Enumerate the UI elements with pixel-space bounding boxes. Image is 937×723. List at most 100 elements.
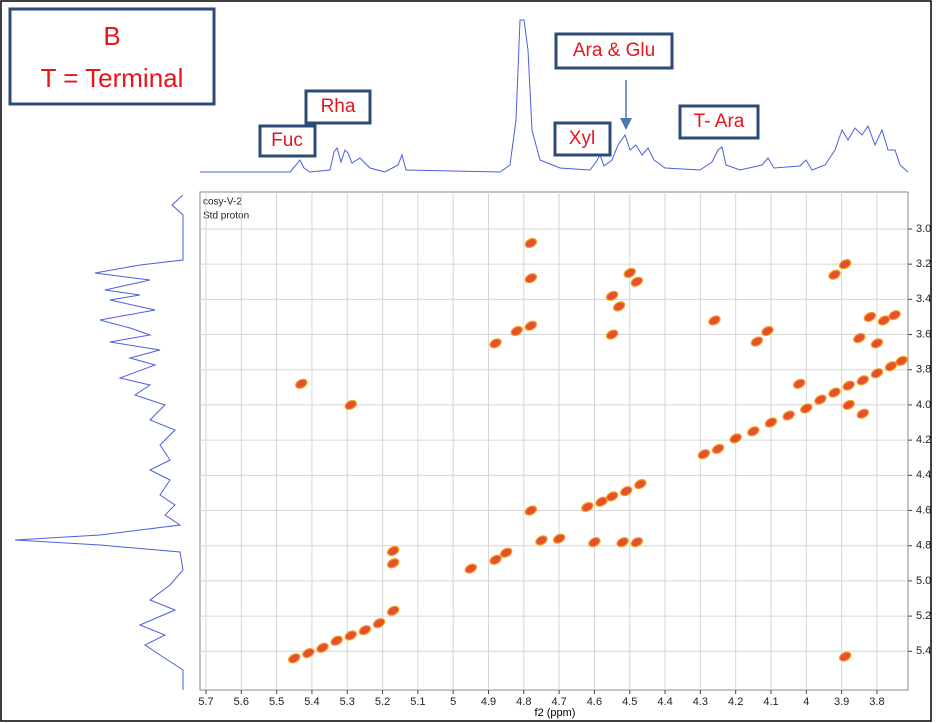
x-tick-label: 4.5 <box>622 696 637 708</box>
annotation-box <box>304 89 372 125</box>
annotation: Ara & Glu <box>573 40 655 61</box>
cross-peak <box>711 443 725 455</box>
cross-peak <box>612 301 626 312</box>
y-tick-label: 5.4 <box>916 645 931 657</box>
cross-peak <box>316 642 329 653</box>
cross-peak <box>616 537 629 548</box>
y-tick-label: 3.8 <box>916 364 931 376</box>
x-tick-label: 5.7 <box>198 696 213 708</box>
cross-peak <box>524 320 538 331</box>
annotation: Xyl <box>569 128 595 149</box>
cross-peak <box>623 267 636 279</box>
cross-peak <box>605 290 619 301</box>
x-tick-label: 5.5 <box>269 696 284 708</box>
x-tick-label: 3.9 <box>834 696 849 708</box>
x-tick-label: 3.8 <box>869 696 884 708</box>
cross-peak <box>764 417 778 428</box>
x-tick-label: 5.4 <box>304 696 319 708</box>
x-tick-label: 4.4 <box>657 696 672 708</box>
x-tick-label: 4.8 <box>516 696 531 708</box>
cross-peak <box>489 338 502 349</box>
cross-peak <box>747 426 760 437</box>
y-tick-label: 4.6 <box>916 504 931 516</box>
y-tick-label: 3.4 <box>916 293 931 305</box>
cross-peak <box>793 378 806 389</box>
annotation: Fuc <box>271 130 303 151</box>
y-tick-label: 4.8 <box>916 540 931 552</box>
cross-peak <box>895 355 908 367</box>
y-tick-label: 4.0 <box>916 399 931 411</box>
x-tick-label: 5 <box>450 696 456 708</box>
y-tick-label: 4.2 <box>916 434 931 446</box>
cross-peak <box>828 387 841 398</box>
cross-peak <box>619 486 633 497</box>
cross-peak <box>524 237 538 249</box>
cross-peak <box>344 399 358 411</box>
cross-peak <box>870 338 884 349</box>
y-tick-label: 3.0 <box>916 223 931 235</box>
y-tick-label: 3.2 <box>916 258 931 270</box>
x-axis-label: f2 (ppm) <box>535 707 576 719</box>
cross-peak <box>535 535 548 546</box>
cross-peak <box>386 545 400 557</box>
panel-subtitle: T = Terminal <box>41 63 184 93</box>
cross-peak <box>330 635 343 646</box>
cross-peak <box>729 433 742 444</box>
cross-peak <box>605 491 619 502</box>
annotation-box <box>554 32 674 70</box>
cross-peak <box>524 273 538 284</box>
x-tick-label: 4.1 <box>763 696 778 708</box>
y-tick-label: 3.6 <box>916 328 931 340</box>
left-projection <box>14 194 184 690</box>
cross-peak <box>295 378 308 389</box>
y-tick-label: 4.4 <box>916 469 931 481</box>
cross-peak <box>697 449 711 460</box>
cross-peak <box>828 269 841 280</box>
x-tick-label: 5.2 <box>375 696 390 708</box>
cross-peak <box>888 310 901 321</box>
x-tick-label: 4 <box>803 696 809 708</box>
annotation-box <box>678 104 760 140</box>
cross-peak <box>842 380 855 391</box>
y-tick-label: 5.2 <box>916 610 931 622</box>
cross-peak <box>863 311 877 323</box>
cross-peak <box>358 625 372 636</box>
cross-peak <box>524 505 538 516</box>
x-tick-label: 4.6 <box>587 696 602 708</box>
cross-peak <box>288 653 301 664</box>
cross-peak <box>630 537 644 548</box>
annotation-box <box>8 7 216 106</box>
cross-peak <box>489 554 502 565</box>
annotation: Rha <box>321 96 356 117</box>
cross-peak <box>634 478 647 490</box>
cross-peak <box>800 403 813 414</box>
plot-note: Std proton <box>203 211 249 222</box>
cross-peak <box>750 336 764 347</box>
annotation: T- Ara <box>694 111 745 132</box>
cross-peak <box>856 408 870 419</box>
cross-peak <box>842 399 855 411</box>
cross-peak <box>552 533 566 544</box>
cross-peak <box>372 618 386 629</box>
cross-peak <box>853 332 866 344</box>
x-tick-label: 5.6 <box>234 696 249 708</box>
panel-label: B <box>103 21 120 51</box>
top-projection <box>200 19 909 173</box>
cross-peak <box>630 276 644 287</box>
plot-frame <box>199 191 909 691</box>
cross-peak <box>386 558 400 569</box>
arrow-head <box>620 118 632 130</box>
x-tick-label: 4.2 <box>728 696 743 708</box>
cross-peak <box>581 501 594 513</box>
cross-peak <box>464 563 478 574</box>
cross-peak <box>838 259 852 270</box>
cross-peak <box>386 605 400 616</box>
cross-peak <box>344 630 358 641</box>
x-tick-label: 5.1 <box>410 696 425 708</box>
y-tick-label: 5.0 <box>916 575 931 587</box>
annotation-box <box>553 121 612 157</box>
cross-peak <box>870 368 884 379</box>
cross-peak <box>708 315 721 326</box>
